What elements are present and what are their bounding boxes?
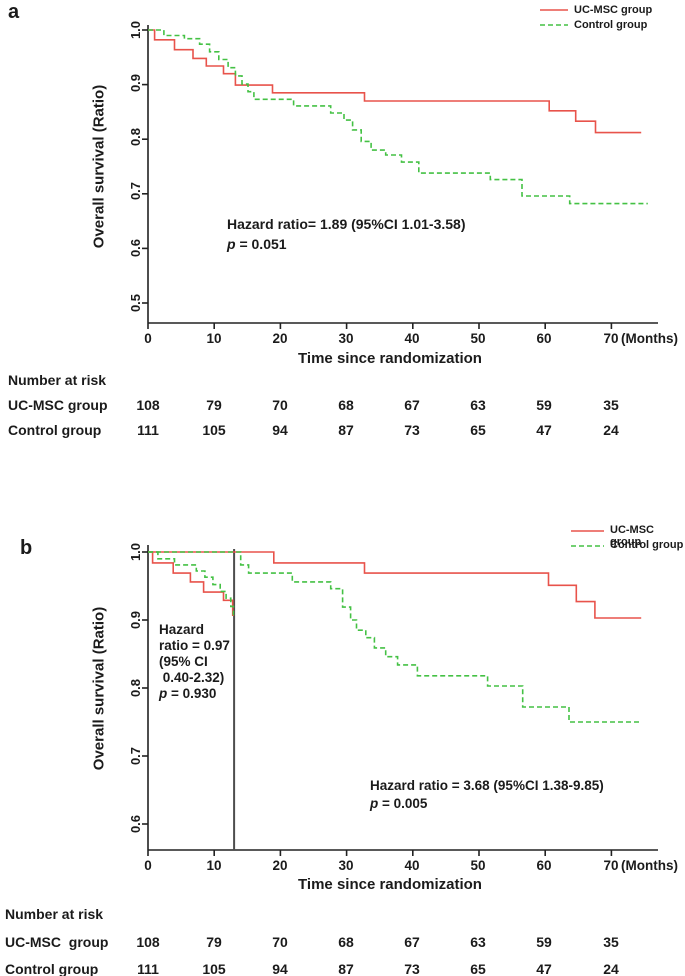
risk-cell: 65 <box>470 961 486 976</box>
panel-b-xtick-70: 70 <box>603 858 619 873</box>
panel-a-legend-ucmsc-label: UC-MSC group <box>574 4 653 16</box>
risk-cell: 105 <box>202 961 226 976</box>
risk-cell: 108 <box>136 934 160 950</box>
panel-b-legend-control-label: Control group <box>610 539 684 551</box>
panel-a-xtick-0: 0 <box>144 331 152 346</box>
panel-b-risk-row-ucmsc-label: UC-MSC group <box>5 934 109 950</box>
risk-cell: 63 <box>470 934 486 950</box>
panel-b-right-p-value: = 0.005 <box>378 796 428 811</box>
risk-cell: 35 <box>603 934 619 950</box>
panel-b-number-at-risk-title: Number at risk <box>5 906 104 922</box>
risk-cell: 65 <box>470 422 486 438</box>
panel-b-ytick-1.0: 1.0 <box>128 542 143 562</box>
panel-a-ytick-1.0: 1.0 <box>128 20 143 40</box>
panel-a-legend-control-label: Control group <box>574 19 648 31</box>
panel-a-xtick-20: 20 <box>272 331 288 346</box>
risk-cell: 73 <box>404 422 420 438</box>
panel-a-ytick-0.8: 0.8 <box>128 127 143 147</box>
panel-b-right-hazard-ratio-text: Hazard ratio = 3.68 (95%CI 1.38-9.85) <box>370 778 604 793</box>
panel-b-left-annot-line1: Hazard <box>159 622 205 637</box>
panel-b-left-p-symbol: p <box>159 686 168 701</box>
risk-cell: 35 <box>603 397 619 413</box>
panel-b-xtick-30: 30 <box>338 858 354 873</box>
panel-b-legend-ucmsc-label: UC-MSC group <box>610 524 654 548</box>
risk-cell: 63 <box>470 397 486 413</box>
panel-b-risk-row-control-label: Control group <box>5 961 99 976</box>
risk-cell: 67 <box>404 397 420 413</box>
panel-b-xtick-20: 20 <box>272 858 288 873</box>
panel-a-ytick-0.9: 0.9 <box>128 73 143 93</box>
panel-a-letter: a <box>8 1 20 23</box>
risk-cell: 73 <box>404 961 420 976</box>
panel-a-y-axis-title: Overall survival (Ratio) <box>90 84 108 249</box>
risk-cell: 67 <box>404 934 420 950</box>
panel-b-xtick-50: 50 <box>470 858 486 873</box>
panel-b-xtick-0: 0 <box>144 858 152 873</box>
panel-b-left-p-value: = 0.930 <box>167 686 217 701</box>
risk-cell: 87 <box>338 422 354 438</box>
panel-b-letter: b <box>20 537 33 559</box>
risk-cell: 111 <box>137 422 159 438</box>
panel-a-xtick-40: 40 <box>404 331 420 346</box>
panel-b-right-pvalue-text: p = 0.005 <box>370 796 427 812</box>
risk-cell: 108 <box>136 397 160 413</box>
panel-b-y-axis-title: Overall survival (Ratio) <box>90 606 108 771</box>
risk-cell: 24 <box>603 961 619 976</box>
risk-cell: 87 <box>338 961 354 976</box>
panel-a-number-at-risk-title: Number at risk <box>8 372 107 388</box>
panel-b-x-axis-title: Time since randomization <box>298 876 482 893</box>
panel-b-ytick-0.8: 0.8 <box>128 678 143 698</box>
risk-cell: 94 <box>272 961 288 976</box>
panel-a-ytick-0.5: 0.5 <box>128 293 143 313</box>
panel-b-months-label: (Months) <box>621 858 678 873</box>
risk-cell: 47 <box>536 422 552 438</box>
panel-b-xtick-10: 10 <box>206 858 222 873</box>
panel-b-left-annot-line3: (95% CI <box>159 654 208 669</box>
panel-b-ytick-0.7: 0.7 <box>128 746 143 766</box>
panel-a-pvalue-text: p = 0.051 <box>227 236 287 252</box>
panel-b-ytick-0.6: 0.6 <box>128 814 143 834</box>
risk-cell: 59 <box>536 934 552 950</box>
risk-cell: 24 <box>603 422 619 438</box>
risk-cell: 70 <box>272 397 288 413</box>
panel-a-xtick-50: 50 <box>470 331 486 346</box>
panel-b-xtick-60: 60 <box>536 858 552 873</box>
risk-cell: 68 <box>338 397 354 413</box>
risk-cell: 79 <box>206 397 222 413</box>
panel-b-left-annot-line4: 0.40-2.32) <box>159 670 225 685</box>
panel-a-ytick-0.6: 0.6 <box>128 238 143 258</box>
risk-cell: 111 <box>137 961 159 976</box>
risk-cell: 70 <box>272 934 288 950</box>
risk-cell: 68 <box>338 934 354 950</box>
panel-a-xtick-30: 30 <box>338 331 354 346</box>
panel-a-p-symbol: p <box>227 236 236 252</box>
risk-cell: 79 <box>206 934 222 950</box>
risk-cell: 94 <box>272 422 288 438</box>
risk-cell: 59 <box>536 397 552 413</box>
risk-cell: 105 <box>202 422 226 438</box>
panel-a-risk-row-ucmsc-label: UC-MSC group <box>8 397 108 413</box>
panel-a-risk-row-control-label: Control group <box>8 422 102 438</box>
panel-b-left-pvalue-text: p = 0.930 <box>159 686 216 702</box>
panel-a-months-label: (Months) <box>621 331 678 346</box>
panel-a-ytick-0.7: 0.7 <box>128 181 143 201</box>
panel-a-xtick-70: 70 <box>603 331 619 346</box>
panel-b-ytick-0.9: 0.9 <box>128 610 143 630</box>
panel-b-left-annot-line2: ratio = 0.97 <box>159 638 230 653</box>
panel-a-p-value: = 0.051 <box>235 236 287 252</box>
panel-a-xtick-60: 60 <box>536 331 552 346</box>
panel-a-x-axis-title: Time since randomization <box>298 350 482 367</box>
panel-b-right-p-symbol: p <box>370 796 379 811</box>
panel-b-xtick-40: 40 <box>404 858 420 873</box>
panel-a-hazard-ratio-text: Hazard ratio= 1.89 (95%CI 1.01-3.58) <box>227 216 466 232</box>
panel-a-xtick-10: 10 <box>206 331 222 346</box>
risk-cell: 47 <box>536 961 552 976</box>
